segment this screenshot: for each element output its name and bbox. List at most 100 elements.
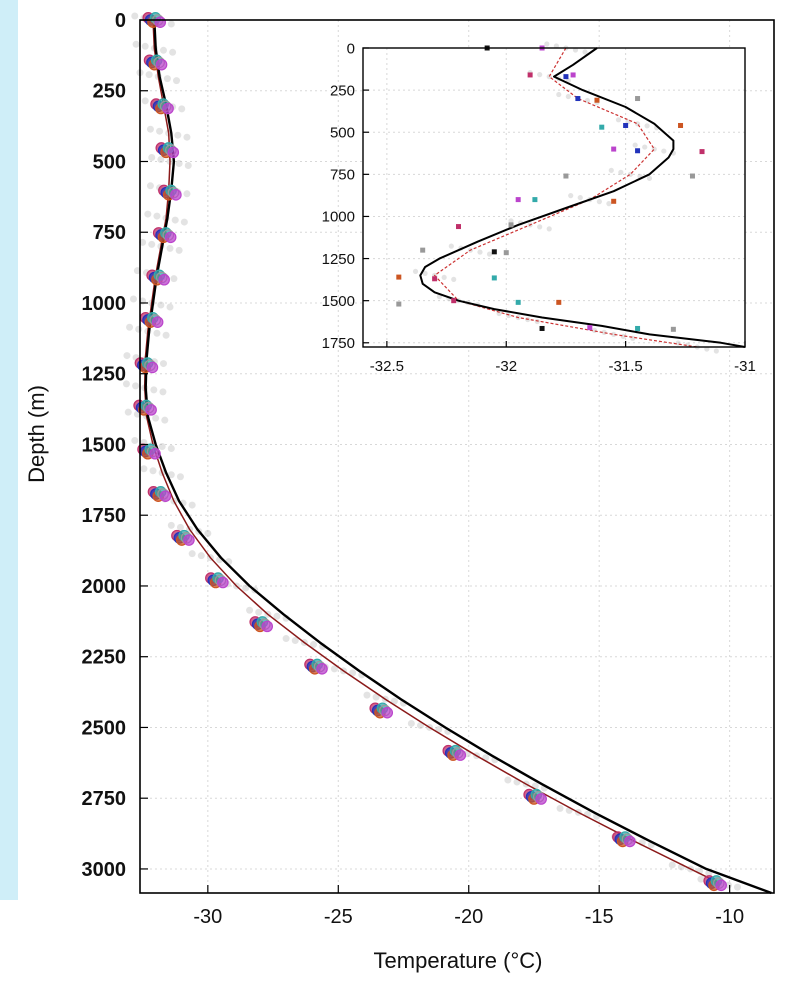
inset-data-point xyxy=(575,96,581,102)
inset-y-tick-label: 1750 xyxy=(322,335,355,352)
inset-y-tick-label: 500 xyxy=(330,124,355,141)
cloud-point xyxy=(167,471,175,479)
cloud-point xyxy=(733,883,741,891)
cloud-point xyxy=(129,295,137,303)
inset-cloud-point xyxy=(508,218,514,224)
data-point xyxy=(164,231,177,244)
inset-data-point xyxy=(456,224,461,230)
model-curve xyxy=(144,19,772,895)
cloud-point xyxy=(123,352,131,360)
data-point-group xyxy=(137,443,161,460)
inset-data-point xyxy=(623,122,629,128)
cloud-point xyxy=(141,97,149,105)
inset-y-tick-label: 1500 xyxy=(322,293,355,310)
inset-data-point xyxy=(515,299,521,305)
data-point-group xyxy=(158,184,182,201)
data-point-group xyxy=(612,831,636,848)
cloud-point xyxy=(167,20,175,28)
data-point-group xyxy=(703,875,727,892)
data-point xyxy=(381,706,394,719)
x-axis-title: Temperature (°C) xyxy=(374,948,543,973)
cloud-point xyxy=(246,606,254,614)
inset-data-point xyxy=(556,299,562,305)
inset-plot-frame xyxy=(362,47,746,348)
data-point-group xyxy=(150,98,174,115)
inset-y-tick-label: 1000 xyxy=(322,209,355,226)
inset-cloud-point xyxy=(704,346,710,352)
cloud-point xyxy=(132,382,140,390)
inset-data-point xyxy=(678,122,684,128)
inset-cloud-point xyxy=(448,243,454,249)
inset-cloud-point xyxy=(632,142,638,148)
data-point-group xyxy=(442,744,467,761)
cloud-point xyxy=(204,529,212,537)
inset-cloud-point xyxy=(544,41,550,47)
cloud-point xyxy=(188,501,196,509)
cloud-point xyxy=(273,612,281,620)
y-tick-label: 500 xyxy=(93,151,126,173)
inset-cloud-point xyxy=(486,251,493,257)
cloud-point xyxy=(156,127,164,135)
inset-data-point xyxy=(451,298,457,304)
y-tick-label: 1000 xyxy=(82,293,127,315)
y-axis-title: Depth (m) xyxy=(24,385,49,483)
x-tick-label: -25 xyxy=(324,906,353,928)
inset-data-point xyxy=(503,250,509,256)
inset-data-point xyxy=(396,274,402,280)
cloud-point xyxy=(183,190,191,198)
x-tick-label: -15 xyxy=(585,906,614,928)
data-point xyxy=(261,620,274,633)
inset-data-point xyxy=(539,325,545,331)
cloud-point xyxy=(150,386,158,394)
cloud-point xyxy=(176,523,184,531)
inset-cloud-point xyxy=(642,144,648,150)
cloud-point xyxy=(363,691,371,699)
cloud-point xyxy=(175,246,183,254)
inset-data-point xyxy=(587,325,593,331)
cloud-point xyxy=(122,380,130,388)
inset-cloud-point xyxy=(412,268,419,275)
inset-data-point xyxy=(491,275,497,281)
inset-data-point xyxy=(432,276,438,282)
inset-cloud-point xyxy=(422,270,428,277)
data-point xyxy=(158,273,170,286)
inset-cloud-point xyxy=(565,93,571,100)
inset-data-point xyxy=(396,301,402,307)
inset-cloud-point xyxy=(568,193,574,199)
data-point-group xyxy=(304,658,328,675)
x-tick-label: -10 xyxy=(715,906,744,928)
inset-cloud-point xyxy=(441,274,447,281)
inset-data-point xyxy=(599,124,605,130)
left-edge-band xyxy=(0,0,18,900)
inset-data-point xyxy=(527,72,533,78)
cloud-point xyxy=(159,388,167,396)
cloud-point xyxy=(163,75,171,83)
inset-cloud-point xyxy=(601,329,607,335)
data-point-group xyxy=(152,227,177,244)
y-tick-label: 1250 xyxy=(82,364,127,386)
data-point xyxy=(167,146,180,159)
cloud-point xyxy=(139,238,147,246)
inset-cloud-point xyxy=(611,331,617,337)
inset-cloud-point xyxy=(615,117,622,123)
inset-data-point xyxy=(611,146,617,152)
inset-cloud-point xyxy=(596,199,602,205)
cloud-point xyxy=(175,159,183,167)
data-point xyxy=(162,102,174,115)
cloud-point xyxy=(167,444,175,452)
inset-y-tick-label: 250 xyxy=(330,82,355,99)
inset-cloud-point xyxy=(556,91,562,98)
inset-data-point xyxy=(570,72,576,78)
data-point-group xyxy=(155,142,180,159)
inset-cloud-point xyxy=(546,226,552,232)
data-point xyxy=(170,189,182,201)
cloud-point xyxy=(141,42,149,50)
data-point xyxy=(715,879,727,892)
cloud-point xyxy=(131,436,139,444)
cloud-point xyxy=(282,635,290,643)
inset-cloud-point xyxy=(577,195,583,201)
cloud-point xyxy=(149,467,157,475)
cloud-point xyxy=(416,721,424,729)
inset-plot-background xyxy=(363,48,745,347)
plot-frame xyxy=(139,19,775,894)
